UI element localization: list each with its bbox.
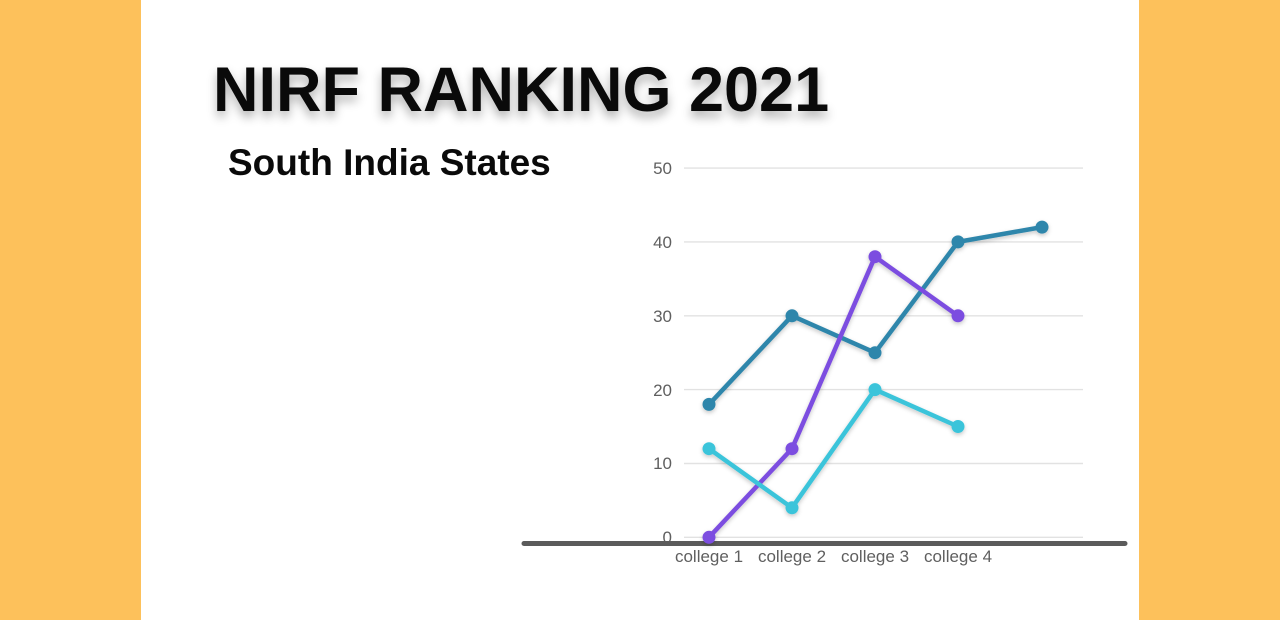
svg-text:30: 30 xyxy=(653,307,672,326)
svg-text:college 3: college 3 xyxy=(841,547,909,566)
svg-text:10: 10 xyxy=(653,454,672,473)
svg-text:40: 40 xyxy=(653,233,672,252)
svg-text:college 2: college 2 xyxy=(758,547,826,566)
svg-text:50: 50 xyxy=(653,159,672,178)
svg-text:college 1: college 1 xyxy=(675,547,743,566)
svg-text:20: 20 xyxy=(653,381,672,400)
svg-text:college 4: college 4 xyxy=(924,547,992,566)
